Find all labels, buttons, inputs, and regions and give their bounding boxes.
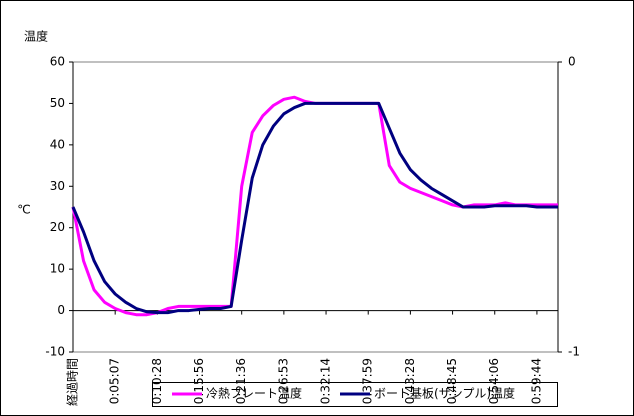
x-tick-label: 0:37:59: [361, 358, 375, 404]
y-axis-label: ℃: [17, 203, 30, 217]
series-line: [71, 101, 558, 315]
x-tick-label: 0:48:45: [445, 358, 459, 404]
y-tick-label: 0: [57, 303, 65, 317]
legend-label: ボート基板(サンプル)温度: [374, 386, 515, 401]
y-axis-title: 温度: [24, 29, 48, 44]
x-tick-label: 0:05:07: [108, 358, 122, 404]
x-tick-label: 0:15:56: [192, 358, 206, 404]
x-tick-label: 0:54:06: [487, 358, 501, 404]
y2-tick-label: -1: [568, 345, 580, 359]
x-tick-label: 経過時間: [66, 358, 80, 406]
x-tick-label: 0:21:36: [234, 358, 248, 404]
x-tick-label: 0:43:28: [403, 358, 417, 404]
legend-label: 冷熱プレート温度: [206, 386, 302, 401]
y-tick-label: 30: [50, 179, 65, 193]
x-tick-label: 0:59:44: [529, 358, 543, 404]
y2-tick-label: 0: [568, 55, 576, 69]
y-tick-label: 20: [50, 220, 65, 234]
x-tick-label: 0:26:53: [276, 358, 290, 404]
x-tick-label: 0:10:28: [150, 358, 164, 404]
y-tick-label: 40: [50, 137, 65, 151]
y-tick-label: 10: [50, 262, 65, 276]
x-tick-label: 0:32:14: [319, 358, 333, 404]
y-tick-label: -10: [45, 345, 65, 359]
y-tick-label: 50: [50, 96, 65, 110]
y-tick-label: 60: [50, 55, 65, 69]
